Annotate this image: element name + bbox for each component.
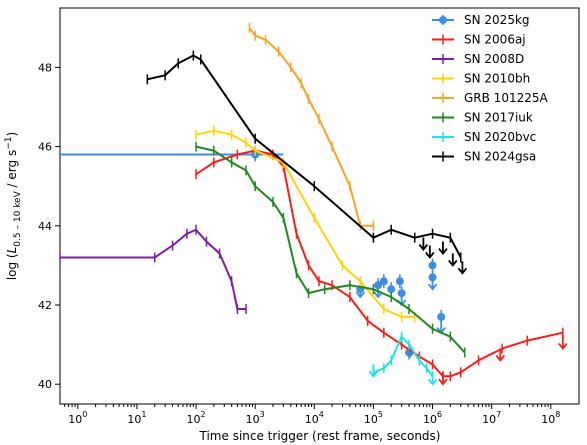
y-tick-label-2: 44 xyxy=(38,220,52,233)
legend-label-6: SN 2020bvc xyxy=(464,130,536,144)
y-axis-ticks: 40 42 44 46 48 xyxy=(38,61,60,391)
x-tick-label-1: 101 xyxy=(127,410,146,426)
x-axis-ticks: 100 101 102 103 104 105 106 107 108 xyxy=(64,404,560,426)
legend-label-5: SN 2017iuk xyxy=(464,111,533,125)
series-2-line xyxy=(60,228,246,310)
legend-label-4: GRB 101225A xyxy=(464,91,548,105)
series-7-upper-limit-2 xyxy=(438,241,448,255)
legend-marker-0 xyxy=(439,16,447,24)
series-4 xyxy=(248,22,375,231)
series-7-upper-limit-0 xyxy=(418,237,429,252)
y-label-close: ) xyxy=(5,132,19,137)
legend-label-2: SN 2008D xyxy=(464,52,524,66)
x-tick-label-7: 107 xyxy=(482,410,501,426)
series-7-upper-limit-1 xyxy=(425,245,435,259)
series-6 xyxy=(368,331,438,386)
y-tick-label-1: 42 xyxy=(38,299,52,312)
y-label-exp: −1 xyxy=(4,137,14,150)
legend-label-7: SN 2024gsa xyxy=(464,150,536,164)
y-axis-label: log (L0.5 – 10 keV / erg s−1) xyxy=(4,132,23,280)
x-tick-label-0: 100 xyxy=(68,410,87,426)
series-0-point-10 xyxy=(437,312,446,321)
x-axis-label: Time since trigger (rest frame, seconds) xyxy=(199,429,441,443)
series-6-upper-limit-1 xyxy=(427,372,438,386)
y-label-log: log ( xyxy=(5,253,19,280)
series-3-line xyxy=(195,129,415,318)
y-tick-label-4: 48 xyxy=(38,61,52,74)
y-label-sub: 0.5 – 10 keV xyxy=(13,190,23,246)
series-0-point-3 xyxy=(379,277,388,286)
legend: SN 2025kg SN 2006aj SN 2008D SN 2010bh GRB 1… xyxy=(432,13,548,164)
y-label-unit: / erg s xyxy=(5,150,19,191)
y-tick-label-3: 46 xyxy=(38,141,52,154)
x-tick-label-6: 106 xyxy=(423,410,442,426)
y-label-L: L xyxy=(5,247,19,254)
x-tick-label-2: 102 xyxy=(186,410,205,426)
series-1-upper-limit-2 xyxy=(558,336,568,351)
series-7 xyxy=(146,50,468,275)
series-6-line xyxy=(373,335,434,377)
series-0-point-9 xyxy=(428,261,437,270)
legend-label-3: SN 2010bh xyxy=(464,72,530,86)
legend-label-0: SN 2025kg xyxy=(464,13,530,27)
series-7-upper-limit-3 xyxy=(448,253,458,267)
series-2 xyxy=(59,224,247,314)
series-7-upper-limit-4 xyxy=(457,261,468,275)
legend-label-1: SN 2006aj xyxy=(464,33,526,47)
x-tick-label-5: 105 xyxy=(364,410,383,426)
series-1-upper-limit-0 xyxy=(438,372,448,386)
x-tick-label-8: 108 xyxy=(541,410,560,426)
series-0-upper-limit-4 xyxy=(427,277,438,291)
series-6-upper-limit-0 xyxy=(368,364,379,378)
series-5 xyxy=(195,141,466,358)
data-marks xyxy=(59,22,568,386)
series-0-point-4 xyxy=(387,285,396,294)
x-tick-label-4: 104 xyxy=(305,410,324,426)
series-4-line xyxy=(248,27,374,227)
series-1-upper-limit-1 xyxy=(495,348,506,362)
y-tick-label-0: 40 xyxy=(38,378,52,391)
series-0-point-5 xyxy=(395,277,404,286)
x-tick-label-3: 103 xyxy=(246,410,265,426)
plot-frame xyxy=(59,7,580,405)
